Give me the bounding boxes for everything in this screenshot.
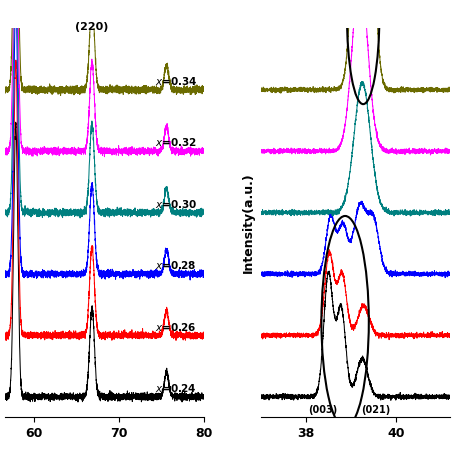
Text: (220): (220) <box>75 22 109 32</box>
Text: $x$=0.30: $x$=0.30 <box>155 198 197 210</box>
Text: $x$=0.26: $x$=0.26 <box>155 320 197 333</box>
Text: $x$=0.32: $x$=0.32 <box>155 137 197 148</box>
Text: (021): (021) <box>361 405 391 415</box>
Text: (003): (003) <box>309 405 337 415</box>
Text: $x$=0.24: $x$=0.24 <box>155 382 197 394</box>
Y-axis label: Intensity(a.u.): Intensity(a.u.) <box>242 173 255 273</box>
Text: $x$=0.28: $x$=0.28 <box>155 259 197 271</box>
Text: $x$=0.34: $x$=0.34 <box>155 75 197 87</box>
